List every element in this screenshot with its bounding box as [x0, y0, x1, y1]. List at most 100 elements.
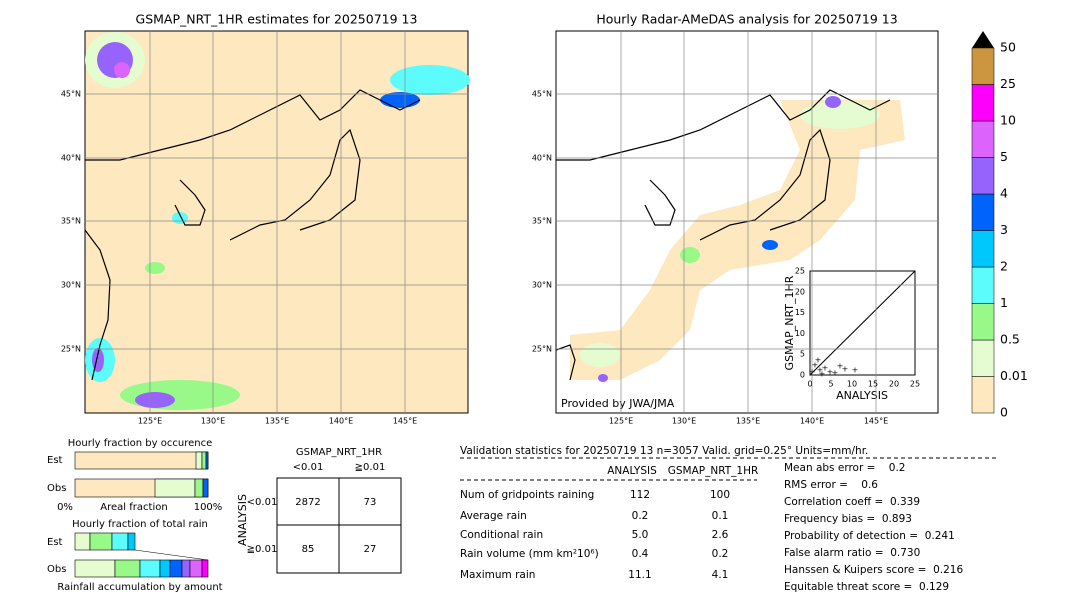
total-rain-title: Hourly fraction of total rain [72, 519, 208, 530]
lat-label: 40°N [61, 154, 81, 163]
lat-label: 45°N [532, 90, 552, 99]
colorbar-label: 3 [1000, 222, 1008, 237]
colorbar-label: 0.5 [1000, 332, 1020, 347]
score: Hanssen & Kuipers score = 0.216 [784, 564, 963, 576]
inset-x-tick: 10 [847, 380, 857, 389]
col-header: <0.01 [293, 462, 324, 473]
lat-label: 25°N [532, 345, 552, 354]
axis-label: 100% [194, 502, 223, 513]
scatter-point: + [815, 356, 822, 365]
row-label: Average rain [460, 510, 527, 522]
lon-label: 130°E [201, 417, 225, 426]
lon-label: 135°E [265, 417, 289, 426]
axis-label: Areal fraction [100, 502, 167, 513]
scatter-point: + [832, 369, 839, 378]
inset-x-tick: 0 [807, 380, 812, 389]
colorbar-label: 2 [1000, 259, 1008, 274]
colorbar-segment [971, 376, 995, 414]
row-label: Est [47, 537, 63, 548]
validation-header: Validation statistics for 20250719 13 n=… [460, 445, 868, 457]
row-label: Conditional rain [460, 529, 543, 541]
row-header: <0.01 [247, 497, 278, 508]
lon-label: 135°E [736, 417, 760, 426]
lon-label: 140°E [329, 417, 353, 426]
score: Mean abs error = 0.2 [784, 462, 905, 474]
lat-label: 25°N [61, 345, 81, 354]
row-label: Maximum rain [460, 569, 535, 581]
score: Equitable threat score = 0.129 [784, 581, 949, 593]
row-value: 100 [710, 489, 730, 501]
inset-y-tick: 20 [795, 287, 805, 296]
scatter-point: + [822, 364, 829, 373]
score: Frequency bias = 0.893 [784, 513, 912, 525]
inset-y-tick: 25 [795, 267, 805, 276]
cell: 85 [302, 544, 315, 555]
score: False alarm ratio = 0.730 [784, 547, 920, 559]
row-label: Obs [47, 564, 66, 575]
inset-x-tick: 20 [889, 380, 899, 389]
credit: Provided by JWA/JMA [561, 397, 675, 410]
inset-y-tick: 10 [795, 329, 805, 338]
row-label: Est [47, 455, 63, 466]
map-title: Hourly Radar-AMeDAS analysis for 2025071… [596, 12, 897, 27]
colorbar-segment [971, 120, 995, 158]
colorbar-segment [971, 193, 995, 231]
colorbar-segment [971, 157, 995, 195]
map-title: GSMAP_NRT_1HR estimates for 20250719 13 [136, 12, 418, 27]
lat-label: 35°N [61, 217, 81, 226]
cell: 73 [364, 497, 377, 508]
cell: 2872 [295, 497, 320, 508]
colorbar-label: 10 [1000, 113, 1016, 128]
row-value: 0.4 [632, 548, 649, 560]
lat-label: 45°N [61, 90, 81, 99]
inset-y-tick: 0 [800, 371, 805, 380]
inset-x-tick: 5 [828, 380, 833, 389]
lon-label: 130°E [672, 417, 696, 426]
score: Correlation coeff = 0.339 [784, 496, 920, 508]
inset-x-tick: 15 [868, 380, 878, 389]
colorbar-label: 5 [1000, 149, 1008, 164]
lon-label: 125°E [138, 417, 162, 426]
lon-label: 145°E [864, 417, 888, 426]
lon-label: 140°E [800, 417, 824, 426]
colorbar-extend [972, 31, 994, 48]
inset-x-label: ANALYSIS [836, 389, 888, 402]
inset-y-tick: 5 [800, 350, 805, 359]
col-header: ≧0.01 [355, 462, 386, 473]
total-rain-x-label: Rainfall accumulation by amount [57, 582, 222, 593]
lat-label: 35°N [532, 217, 552, 226]
scatter-point: + [837, 362, 844, 371]
scatter-point: + [809, 368, 816, 377]
row-value: 0.1 [712, 510, 729, 522]
diagonal [809, 270, 916, 376]
row-value: 0.2 [632, 510, 649, 522]
row-header: ≧0.01 [247, 544, 278, 555]
contingency-title: GSMAP_NRT_1HR [296, 447, 382, 458]
occurrence-title: Hourly fraction by occurence [68, 438, 212, 449]
lon-label: 145°E [393, 417, 417, 426]
row-value: 112 [630, 489, 650, 501]
row-label: Obs [47, 483, 66, 494]
lat-label: 30°N [532, 281, 552, 290]
row-label: Rain volume (mm km²10⁶) [460, 548, 599, 560]
row-value: 0.2 [712, 548, 729, 560]
row-value: 4.1 [712, 569, 729, 581]
left-coastline [84, 89, 421, 381]
column-header: GSMAP_NRT_1HR [668, 465, 759, 477]
column-header: ANALYSIS [607, 465, 657, 477]
right-coastline [555, 89, 891, 381]
inset-y-label: GSMAP_NRT_1HR [783, 275, 796, 370]
occurrence-bars [74, 451, 209, 498]
colorbar-segment [971, 84, 995, 122]
total-rain-bars [74, 532, 209, 578]
colorbar-segment [971, 303, 995, 341]
inset-y-tick: 15 [795, 308, 805, 317]
scatter-point: + [827, 368, 834, 377]
colorbar-segment [971, 230, 995, 268]
colorbar-segment [971, 339, 995, 377]
cell: 27 [364, 544, 377, 555]
colorbar-label: 4 [1000, 186, 1008, 201]
lat-label: 40°N [532, 154, 552, 163]
lon-label: 125°E [609, 417, 633, 426]
